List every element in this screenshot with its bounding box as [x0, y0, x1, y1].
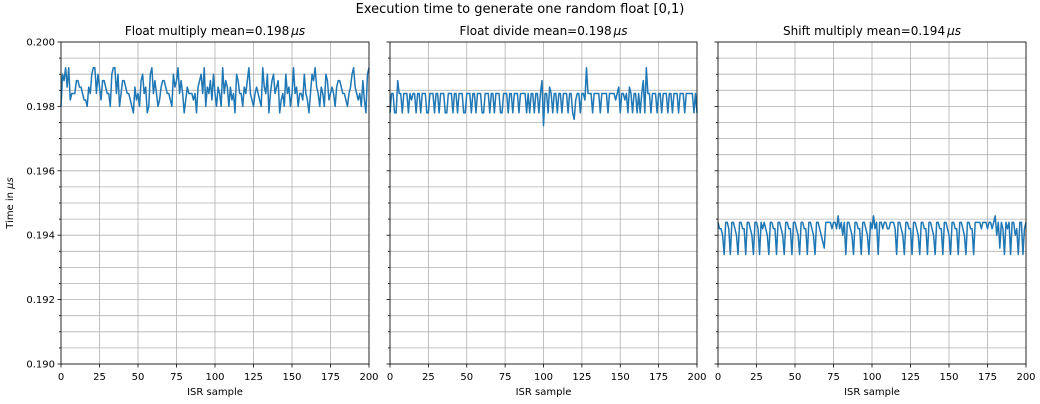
x-tick-label: 75: [827, 372, 840, 383]
y-tick-label: 0.192: [26, 295, 55, 306]
y-tick-label: 0.194: [26, 231, 55, 242]
x-tick-label: 50: [460, 372, 473, 383]
axes-frame: [717, 41, 1027, 365]
subplot-1: 0 25 50 75 100 125 150 175 200 0.190 0.192 0.194 0.1…: [5, 24, 379, 398]
x-tick-label: 175: [321, 372, 340, 383]
x-tick-label: 0: [715, 372, 721, 383]
x-axis-label: ISR sample: [187, 387, 243, 398]
x-axis-label: ISR sample: [844, 387, 900, 398]
y-tick-label: 0.198: [26, 102, 55, 113]
x-tick-label: 100: [534, 372, 553, 383]
x-tick-label: 200: [1016, 372, 1035, 383]
x-tick-label: 200: [359, 372, 378, 383]
series-line: [717, 215, 1027, 256]
y-tick-label: 0.190: [26, 360, 55, 371]
x-tick-label: 150: [611, 372, 630, 383]
subplot-title: Shift multiply mean=0.194 μs: [783, 24, 961, 38]
x-tick-label: 175: [978, 372, 997, 383]
y-axis-label: Time in μs: [5, 177, 16, 230]
x-tick-label: 125: [901, 372, 920, 383]
subplot-3: 0 25 50 75 100 125 150 175 200 Shift multiply mea…: [714, 24, 1036, 398]
x-tick-label: 150: [939, 372, 958, 383]
axes-frame: [60, 41, 370, 365]
subplot-title: Float multiply mean=0.198 μs: [125, 24, 305, 38]
x-tick-label: 75: [499, 372, 512, 383]
x-axis-label: ISR sample: [516, 387, 572, 398]
figure-title: Execution time to generate one random fl…: [356, 2, 685, 17]
x-tick-label: 125: [244, 372, 263, 383]
subplot-title: Float divide mean=0.198 μs: [460, 24, 628, 38]
x-tick-label: 0: [58, 372, 64, 383]
x-tick-label: 75: [170, 372, 183, 383]
x-tick-label: 50: [132, 372, 145, 383]
x-tick-label: 0: [387, 372, 393, 383]
y-tick-label: 0.196: [26, 166, 55, 177]
axes-frame: [389, 41, 698, 365]
x-tick-label: 25: [422, 372, 435, 383]
subplot-title-unit: μs: [613, 24, 628, 38]
series-line: [60, 67, 370, 114]
x-tick-label: 125: [572, 372, 591, 383]
x-tick-label: 50: [789, 372, 802, 383]
series-line: [389, 67, 698, 127]
subplot-title-unit: μs: [290, 24, 305, 38]
y-axis-label-unit: μs: [5, 177, 16, 190]
x-tick-label: 25: [750, 372, 763, 383]
x-tick-label: 200: [687, 372, 706, 383]
subplot-title-unit: μs: [946, 24, 961, 38]
x-tick-label: 175: [649, 372, 668, 383]
x-tick-label: 25: [93, 372, 106, 383]
x-tick-label: 150: [282, 372, 301, 383]
y-tick-label: 0.200: [26, 38, 55, 49]
subplot-2: 0 25 50 75 100 125 150 175 200 Float divide mean=…: [386, 24, 707, 398]
x-tick-label: 100: [205, 372, 224, 383]
x-tick-label: 100: [862, 372, 881, 383]
